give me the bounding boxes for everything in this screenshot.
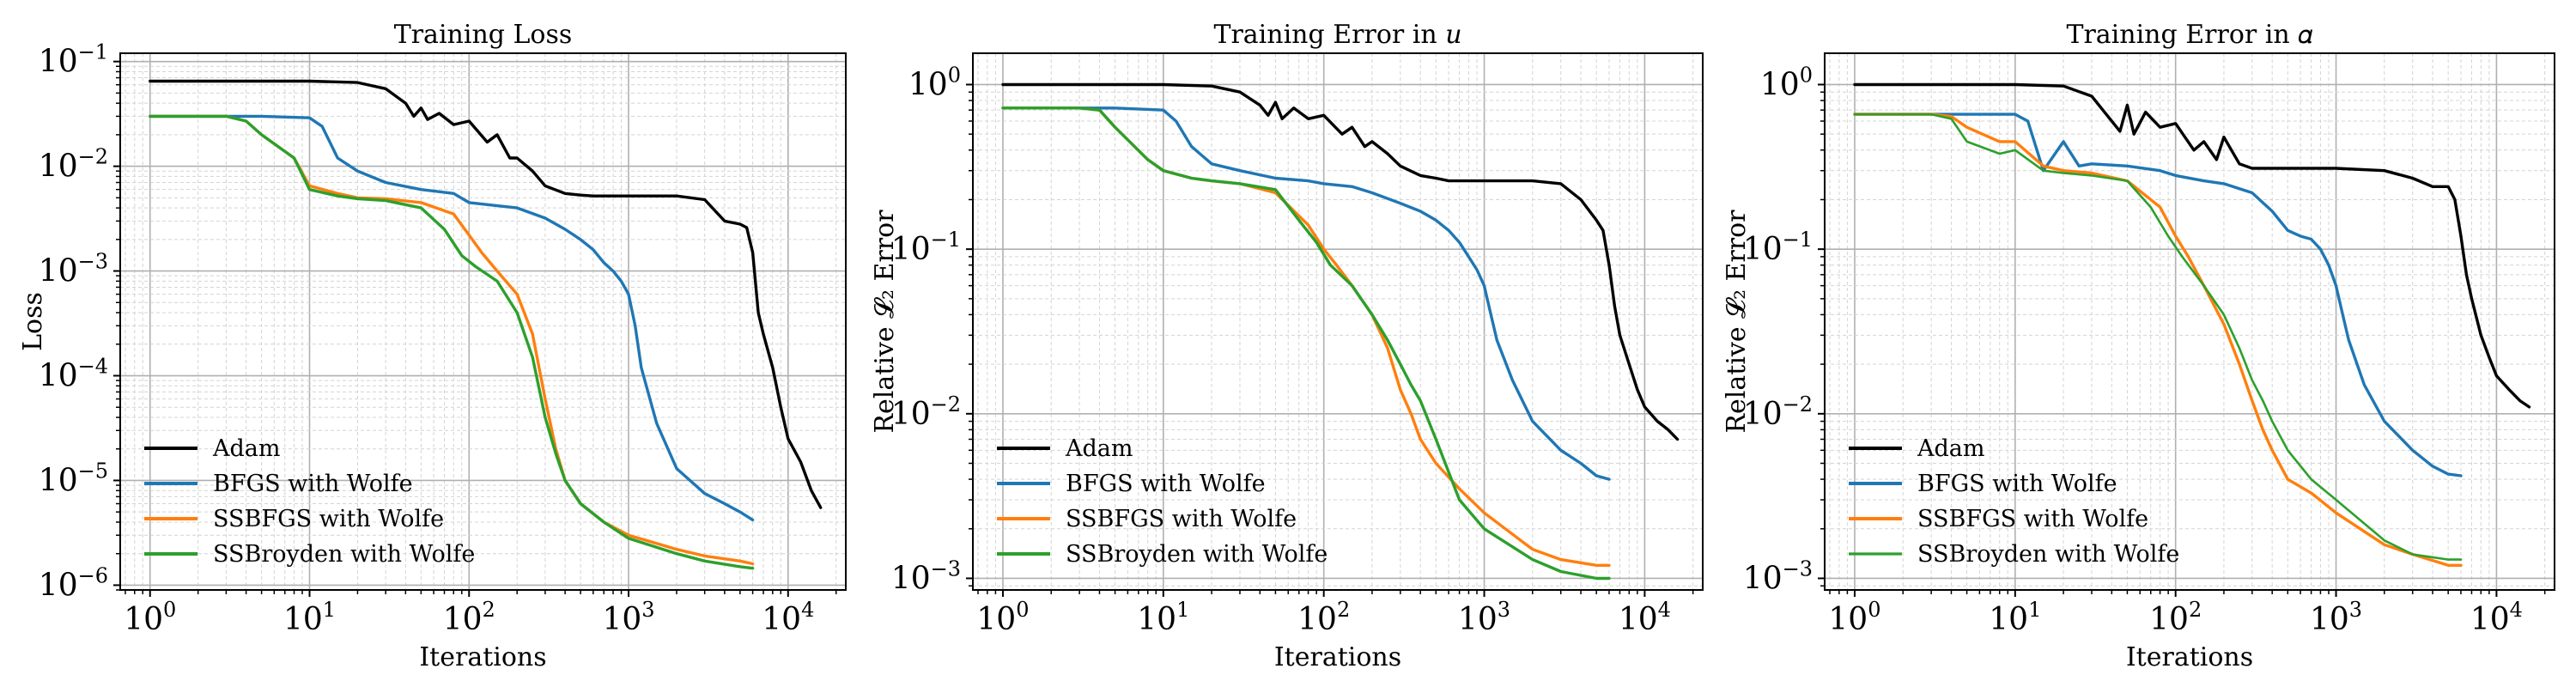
series-group xyxy=(149,79,823,570)
series-group xyxy=(1853,82,2531,567)
x-tick-label: 103 xyxy=(2310,598,2362,637)
series-line-ssbroyden xyxy=(1853,112,2463,561)
series-line-adam xyxy=(1001,82,1680,441)
x-axis-label: Iterations xyxy=(1274,642,1401,672)
legend-label: SSBroyden with Wolfe xyxy=(1066,541,1327,568)
series-group xyxy=(1001,82,1680,581)
y-tick-label: 10−3 xyxy=(39,250,108,289)
y-tick-label: 10−1 xyxy=(891,228,961,267)
legend-label: Adam xyxy=(1065,435,1133,462)
y-tick-label: 10−2 xyxy=(39,145,108,185)
x-tick-label: 104 xyxy=(2470,598,2523,637)
series-line-ssbroyden xyxy=(1001,106,1611,581)
x-tick-label: 101 xyxy=(283,598,336,637)
x-axis-label: Iterations xyxy=(2126,642,2253,672)
x-tick-label: 100 xyxy=(124,598,176,637)
legend-label: SSBroyden with Wolfe xyxy=(1917,541,2179,568)
x-tick-label: 103 xyxy=(1458,598,1510,637)
x-axis-label: Iterations xyxy=(419,642,546,672)
x-tick-label: 102 xyxy=(443,598,495,637)
y-tick-label: 100 xyxy=(1760,63,1813,102)
series-line-ssbfgs xyxy=(1853,112,2463,567)
x-tick-label: 100 xyxy=(976,598,1029,637)
series-line-bfgs xyxy=(1001,106,1611,481)
legend-label: BFGS with Wolfe xyxy=(1066,471,1266,497)
y-tick-label: 10−1 xyxy=(1743,228,1813,267)
legend: Adam BFGS with Wolfe SSBFGS with Wolfe SSBr… xyxy=(144,435,475,568)
panel-training-error-alpha: 100 101 102 103 104 10−3 10−2 10−1 100 Training E… xyxy=(1722,20,2555,672)
y-axis-label: Relative 𝓛₂ Error xyxy=(1722,210,1752,434)
x-tick-label: 100 xyxy=(1828,598,1880,637)
y-tick-label: 10−1 xyxy=(39,40,108,80)
chart-title: Training Error in 𝛼 xyxy=(2066,20,2312,50)
y-tick-label: 10−2 xyxy=(891,392,961,432)
series-line-ssbroyden xyxy=(149,114,755,570)
x-tick-label: 101 xyxy=(1989,598,2041,637)
chart-title: Training Error in 𝑢 xyxy=(1213,20,1461,50)
y-axis-label: Relative 𝓛₂ Error xyxy=(870,210,900,434)
axes-frame xyxy=(119,52,847,591)
series-line-bfgs xyxy=(1853,112,2463,477)
legend-label: BFGS with Wolfe xyxy=(213,471,413,497)
y-tick-label: 10−3 xyxy=(891,556,961,596)
x-tick-label: 104 xyxy=(762,598,814,637)
axes-frame xyxy=(972,52,1704,591)
legend: Adam BFGS with Wolfe SSBFGS with Wolfe SSBr… xyxy=(1849,435,2179,568)
y-tick-label: 10−4 xyxy=(39,355,108,394)
series-line-bfgs xyxy=(149,114,755,522)
x-tick-label: 103 xyxy=(602,598,654,637)
x-tick-label: 102 xyxy=(1297,598,1350,637)
y-tick-label: 100 xyxy=(908,63,961,102)
legend-label: Adam xyxy=(1917,435,1984,462)
y-tick-label: 10−3 xyxy=(1743,556,1813,596)
axes-frame xyxy=(1824,52,2555,591)
legend: Adam BFGS with Wolfe SSBFGS with Wolfe SSBr… xyxy=(997,435,1327,568)
series-line-adam xyxy=(149,79,823,509)
chart-title: Training Loss xyxy=(394,20,573,50)
panel-training-loss: 100 101 102 103 104 10−6 10−5 10−4 10−3 10−2 10−1 T… xyxy=(18,20,847,672)
y-tick-label: 10−5 xyxy=(39,459,108,498)
series-line-adam xyxy=(1853,82,2531,409)
legend-label: SSBFGS with Wolfe xyxy=(1066,506,1297,532)
y-tick-label: 10−2 xyxy=(1743,392,1813,432)
legend-label: SSBroyden with Wolfe xyxy=(213,541,475,568)
y-axis-label: Loss xyxy=(18,292,48,351)
legend-label: Adam xyxy=(212,435,280,462)
panel-training-error-u: 100 101 102 103 104 10−3 10−2 10−1 100 Training E… xyxy=(870,20,1704,672)
x-tick-label: 101 xyxy=(1137,598,1189,637)
x-tick-label: 102 xyxy=(2149,598,2202,637)
legend-label: SSBFGS with Wolfe xyxy=(213,506,444,532)
legend-label: BFGS with Wolfe xyxy=(1917,471,2117,497)
grid xyxy=(120,53,846,591)
legend-label: SSBFGS with Wolfe xyxy=(1917,506,2148,532)
y-tick-label: 10−6 xyxy=(39,563,108,603)
x-tick-label: 104 xyxy=(1619,598,1671,637)
